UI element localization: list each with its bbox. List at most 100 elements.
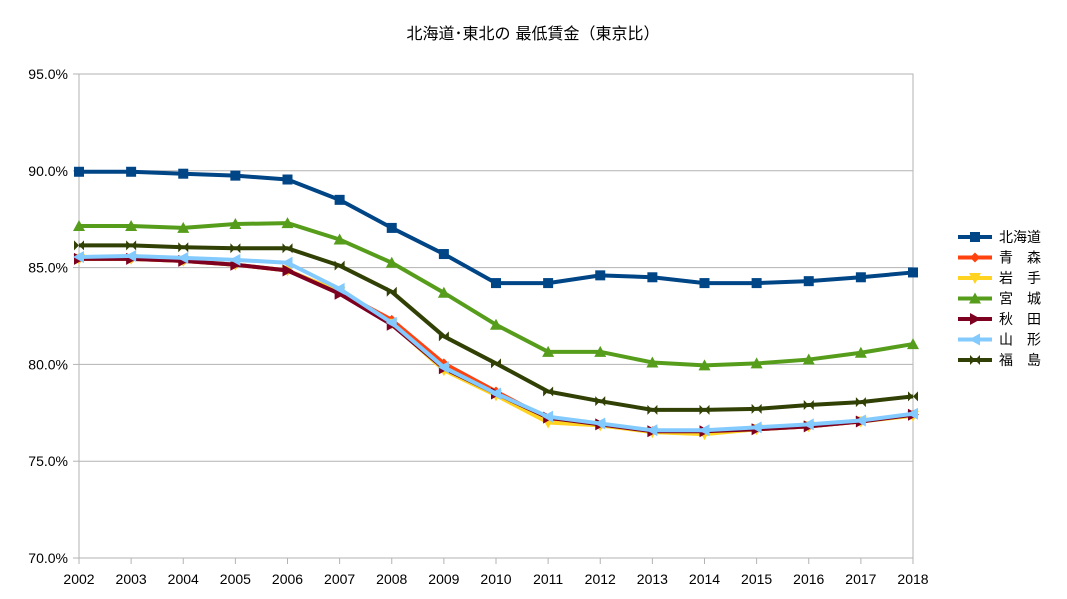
data-point	[177, 221, 190, 233]
data-point	[230, 243, 241, 254]
data-point	[178, 242, 189, 253]
data-point	[177, 251, 189, 264]
data-point	[854, 346, 867, 358]
data-point	[802, 353, 815, 365]
data-point	[386, 222, 397, 233]
data-point	[334, 194, 345, 205]
data-point	[594, 345, 607, 357]
data-point	[970, 355, 980, 365]
data-point	[438, 249, 449, 260]
series-5	[73, 249, 918, 437]
plot-area-border	[78, 73, 914, 559]
data-point	[646, 356, 659, 368]
gridlines	[79, 73, 913, 559]
data-point	[282, 174, 293, 185]
data-point	[543, 278, 554, 289]
data-point	[908, 391, 918, 402]
data-point	[126, 240, 137, 251]
data-point	[282, 243, 293, 254]
x-tick-label: 2015	[741, 571, 772, 587]
data-point	[751, 278, 762, 289]
legend-label: 秋 田	[999, 312, 1041, 328]
legend-label: 北海道	[999, 230, 1041, 246]
data-point	[74, 240, 84, 251]
data-point	[490, 387, 501, 400]
data-point	[803, 400, 814, 411]
x-tick-label: 2005	[220, 571, 251, 587]
data-point	[803, 276, 814, 287]
legend-item: 北海道	[958, 230, 1041, 246]
data-point	[855, 272, 866, 283]
data-point	[542, 345, 555, 357]
data-point	[333, 282, 345, 295]
data-point	[334, 260, 345, 271]
data-point	[907, 338, 919, 350]
data-point	[698, 359, 711, 371]
data-point	[437, 286, 450, 298]
data-point	[969, 273, 981, 284]
data-point	[333, 233, 346, 245]
x-tick-label: 2004	[168, 571, 199, 587]
data-point	[281, 217, 294, 229]
data-point	[594, 417, 606, 430]
data-point	[646, 424, 658, 437]
legend-label: 山 形	[999, 333, 1041, 349]
x-tick-label: 2006	[272, 571, 303, 587]
legend-label: 岩 手	[999, 271, 1041, 287]
series-3	[73, 217, 919, 371]
data-point	[699, 278, 710, 289]
data-point	[385, 256, 398, 268]
x-tick-label: 2012	[585, 571, 616, 587]
y-tick-label: 75.0%	[28, 453, 68, 469]
data-point	[908, 267, 918, 278]
y-tick-label: 85.0%	[28, 260, 68, 276]
data-point	[126, 166, 137, 177]
data-point	[699, 404, 710, 415]
data-point	[970, 252, 980, 263]
chart-title: 北海道･東北の 最低賃金（東京比）	[406, 24, 659, 43]
data-point	[385, 316, 397, 329]
data-point	[751, 403, 762, 414]
data-point	[125, 249, 137, 262]
x-tick-label: 2017	[845, 571, 876, 587]
data-point	[595, 270, 606, 281]
legend-item: 秋 田	[958, 312, 1041, 328]
data-point	[854, 414, 866, 427]
data-point	[229, 253, 241, 266]
data-point	[491, 278, 501, 289]
data-point	[647, 272, 658, 283]
data-point	[73, 219, 85, 231]
data-point	[595, 396, 606, 407]
series-6	[74, 240, 918, 415]
x-axis: 2002 2003 2004 2005 2006 2007 2008 2009 2010 2011…	[63, 558, 929, 587]
x-tick-label: 2007	[324, 571, 355, 587]
data-point	[647, 404, 658, 415]
data-point	[282, 264, 294, 277]
data-point	[970, 232, 980, 242]
data-point	[178, 168, 189, 179]
legend-item: 山 形	[958, 333, 1041, 349]
data-point	[698, 424, 710, 437]
data-point	[125, 219, 138, 231]
x-tick-label: 2014	[689, 571, 720, 587]
legend-item: 宮 城	[958, 292, 1041, 308]
data-point	[438, 331, 449, 342]
legend-label: 福 島	[999, 353, 1041, 369]
data-point	[74, 166, 84, 177]
legend-item: 青 森	[958, 251, 1041, 267]
series-line	[79, 221, 914, 368]
data-point	[491, 358, 501, 369]
x-tick-label: 2008	[376, 571, 407, 587]
data-point	[750, 357, 763, 369]
data-point	[229, 218, 242, 230]
x-tick-label: 2016	[793, 571, 824, 587]
y-tick-label: 90.0%	[28, 163, 68, 179]
data-point	[970, 313, 981, 325]
data-point	[907, 407, 918, 420]
data-point	[542, 410, 554, 423]
data-point	[386, 286, 397, 297]
data-point	[281, 256, 293, 269]
y-axis: 95.0% 90.0% 85.0% 80.0% 75.0% 70.0%	[28, 66, 79, 566]
x-tick-label: 2018	[897, 571, 928, 587]
